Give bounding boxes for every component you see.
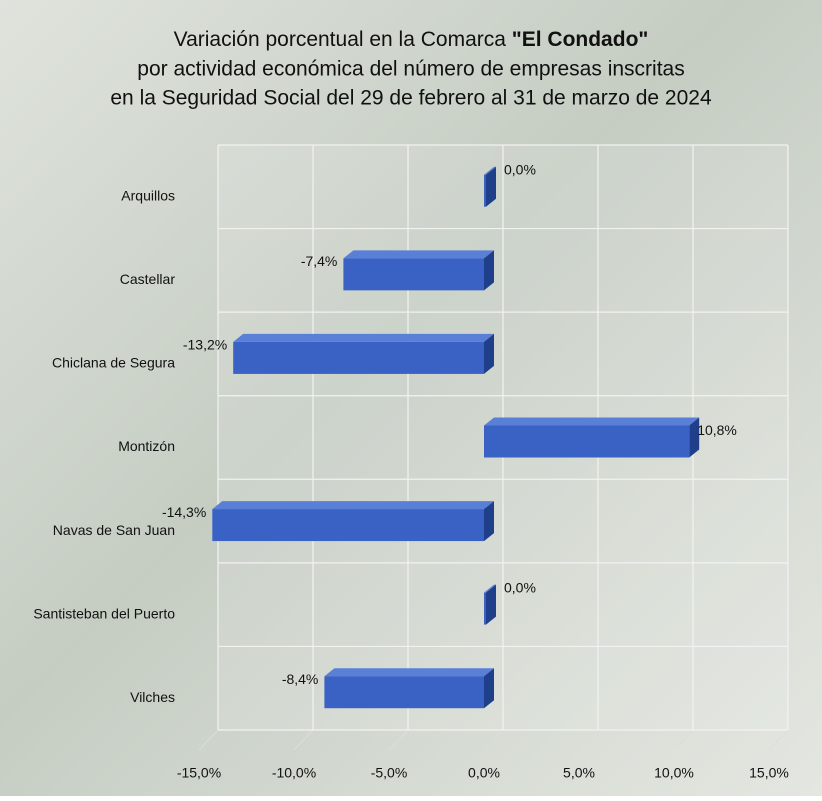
bar-top (484, 166, 496, 175)
bar-top (343, 250, 494, 259)
floor-line (198, 729, 219, 751)
bar (484, 584, 496, 625)
floor-line (293, 729, 314, 751)
bar (233, 333, 494, 374)
bar-front (324, 676, 484, 709)
x-tick-label: 5,0% (563, 765, 595, 781)
bar-front (233, 341, 484, 374)
bar-top (324, 668, 494, 677)
value-label: -13,2% (183, 337, 227, 353)
bar (343, 250, 494, 291)
floor-line (673, 729, 694, 751)
x-tick-label: -15,0% (177, 765, 221, 781)
bar-side (689, 417, 700, 458)
value-label: -14,3% (162, 504, 206, 520)
floor-line (768, 729, 789, 751)
bar-side (484, 333, 494, 374)
bar (484, 417, 700, 458)
chart-title: en la Seguridad Social del 29 de febrero… (110, 87, 712, 110)
y-tick-label: Vilches (130, 689, 175, 705)
chart-title: Variación porcentual en la Comarca "El C… (174, 28, 649, 51)
floor-line (388, 729, 409, 751)
title-part: "El Condado" (512, 28, 649, 51)
bar (484, 166, 496, 207)
y-tick-label: Montizón (118, 438, 175, 454)
bar (212, 501, 495, 542)
value-label: 10,8% (697, 422, 737, 438)
bar-front (212, 509, 485, 542)
floor-line (483, 729, 504, 751)
x-tick-label: 10,0% (654, 765, 694, 781)
value-label: -7,4% (301, 253, 338, 269)
bar-side (484, 501, 494, 542)
bar-front (484, 592, 486, 625)
bar-side (486, 584, 496, 625)
x-tick-label: -10,0% (272, 765, 316, 781)
bar (324, 668, 494, 709)
bar-front (343, 258, 484, 291)
x-tick-label: -5,0% (371, 765, 408, 781)
y-tick-label: Arquillos (121, 187, 175, 203)
y-tick-label: Navas de San Juan (53, 522, 175, 538)
title-part: Variación porcentual en la Comarca (174, 28, 507, 51)
bar-top (484, 584, 496, 593)
y-tick-label: Santisteban del Puerto (33, 605, 175, 621)
y-tick-label: Castellar (120, 271, 176, 287)
chart-title: por actividad económica del número de em… (137, 58, 684, 81)
x-tick-label: 0,0% (468, 765, 500, 781)
bar-top (212, 501, 495, 510)
value-label: 0,0% (504, 161, 536, 177)
y-tick-label: Chiclana de Segura (52, 355, 175, 371)
bar-side (486, 166, 496, 207)
value-label: 0,0% (504, 579, 536, 595)
bar-top (484, 417, 700, 426)
bar-side (484, 250, 494, 291)
value-label: -8,4% (282, 671, 319, 687)
bar-side (484, 668, 494, 709)
bar-front (484, 174, 486, 207)
bar-front (484, 425, 690, 458)
floor-line (578, 729, 599, 751)
x-tick-label: 15,0% (749, 765, 789, 781)
bar-top (233, 333, 494, 342)
